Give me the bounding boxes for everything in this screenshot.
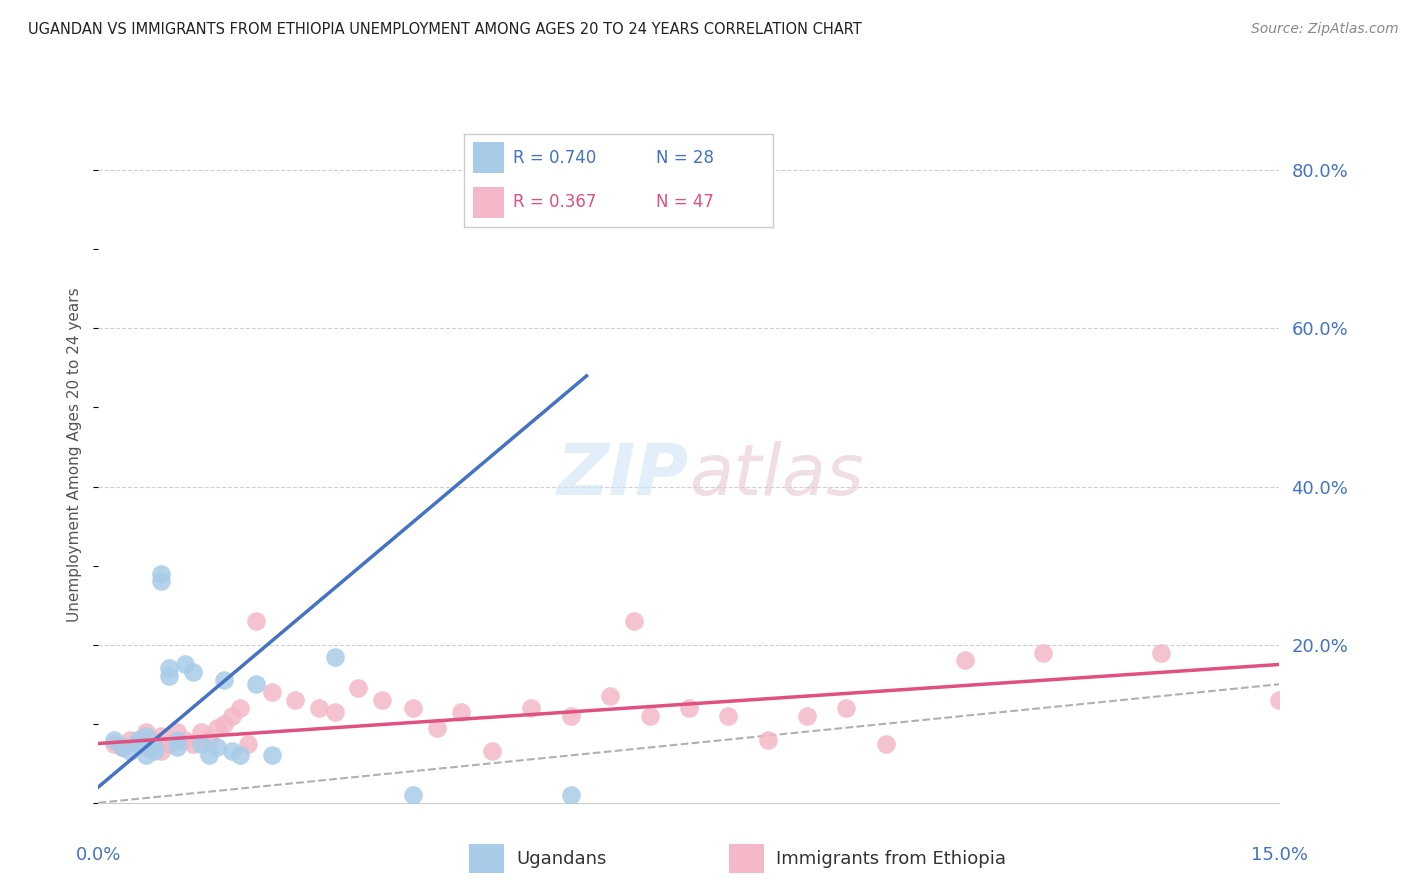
Point: [135, 748, 157, 763]
Point: [623, 614, 645, 628]
Point: [214, 673, 236, 688]
Point: [174, 732, 197, 747]
Point: [260, 685, 283, 699]
Point: [245, 614, 267, 628]
Text: atlas: atlas: [689, 442, 863, 510]
Point: [157, 669, 180, 683]
Point: [426, 721, 449, 735]
Point: [166, 740, 188, 755]
Point: [481, 744, 503, 758]
Point: [197, 748, 219, 763]
Point: [127, 737, 149, 751]
Point: [166, 732, 188, 747]
Text: R = 0.740: R = 0.740: [513, 149, 596, 167]
Y-axis label: Unemployment Among Ages 20 to 24 years: Unemployment Among Ages 20 to 24 years: [67, 287, 83, 623]
Point: [221, 708, 243, 723]
Point: [205, 740, 228, 755]
Point: [142, 744, 165, 758]
Point: [221, 744, 243, 758]
Text: ZIP: ZIP: [557, 442, 689, 510]
Point: [678, 701, 700, 715]
Text: UGANDAN VS IMMIGRANTS FROM ETHIOPIA UNEMPLOYMENT AMONG AGES 20 TO 24 YEARS CORRE: UGANDAN VS IMMIGRANTS FROM ETHIOPIA UNEM…: [28, 22, 862, 37]
Point: [118, 732, 141, 747]
Point: [190, 724, 212, 739]
Point: [103, 737, 125, 751]
Point: [284, 693, 307, 707]
Point: [450, 705, 472, 719]
Bar: [470, 844, 505, 873]
Point: [229, 748, 252, 763]
Point: [127, 732, 149, 747]
Point: [1268, 693, 1291, 707]
Point: [229, 701, 252, 715]
Point: [236, 737, 259, 751]
Point: [142, 732, 165, 747]
Point: [135, 740, 157, 755]
Point: [150, 744, 173, 758]
Point: [796, 708, 818, 723]
Point: [135, 729, 157, 743]
Point: [166, 724, 188, 739]
Bar: [728, 844, 765, 873]
Text: N = 28: N = 28: [655, 149, 714, 167]
Point: [599, 689, 621, 703]
Text: Immigrants from Ethiopia: Immigrants from Ethiopia: [776, 849, 1007, 868]
Point: [245, 677, 267, 691]
Point: [127, 732, 149, 747]
Point: [1150, 646, 1173, 660]
Point: [520, 701, 543, 715]
Point: [111, 740, 134, 755]
Point: [181, 737, 204, 751]
Point: [371, 693, 394, 707]
Bar: [474, 142, 505, 173]
Point: [308, 701, 330, 715]
Point: [127, 737, 149, 751]
Point: [260, 748, 283, 763]
Text: R = 0.367: R = 0.367: [513, 193, 596, 211]
Bar: [474, 187, 505, 219]
Point: [402, 701, 425, 715]
Text: Ugandans: Ugandans: [516, 849, 606, 868]
Point: [197, 732, 219, 747]
Point: [190, 737, 212, 751]
Point: [142, 740, 165, 755]
Point: [560, 788, 582, 802]
Point: [181, 665, 204, 680]
Point: [157, 661, 180, 675]
Point: [157, 737, 180, 751]
Point: [347, 681, 370, 695]
Point: [214, 716, 236, 731]
Point: [638, 708, 661, 723]
Point: [717, 708, 740, 723]
Point: [323, 649, 346, 664]
Text: Source: ZipAtlas.com: Source: ZipAtlas.com: [1251, 22, 1399, 37]
Point: [150, 729, 173, 743]
Point: [1032, 646, 1054, 660]
Point: [150, 574, 173, 589]
Point: [875, 737, 897, 751]
Text: 15.0%: 15.0%: [1251, 847, 1308, 864]
Point: [111, 740, 134, 755]
Point: [756, 732, 779, 747]
Point: [150, 566, 173, 581]
Text: N = 47: N = 47: [655, 193, 714, 211]
Point: [560, 708, 582, 723]
Point: [205, 721, 228, 735]
Point: [103, 732, 125, 747]
Point: [323, 705, 346, 719]
Point: [953, 653, 976, 667]
Point: [402, 788, 425, 802]
Point: [135, 724, 157, 739]
Text: 0.0%: 0.0%: [76, 847, 121, 864]
Point: [118, 744, 141, 758]
Point: [835, 701, 858, 715]
Point: [174, 657, 197, 672]
